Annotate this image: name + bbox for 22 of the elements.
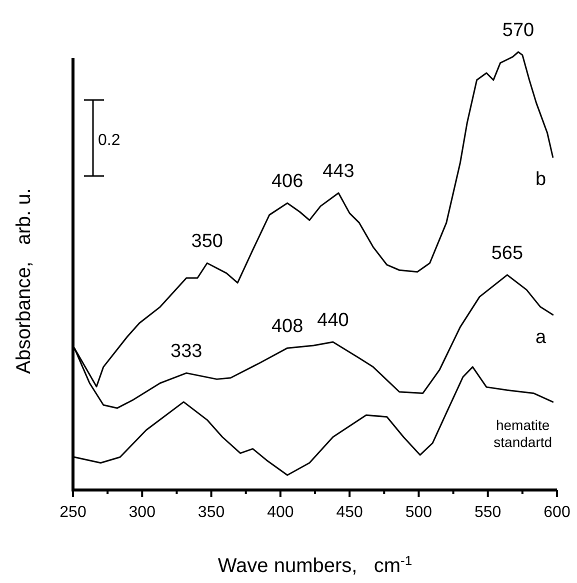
y-axis-title: Absorbance, arb. u. [13, 188, 35, 374]
annotation: 443 [322, 161, 354, 182]
x-tick-label: 350 [198, 504, 225, 521]
annotation: 0.2 [98, 132, 120, 149]
x-tick-label: 550 [474, 504, 502, 521]
annotation: 350 [191, 231, 223, 252]
series-label: b [536, 169, 546, 190]
annotation: 406 [271, 171, 304, 192]
x-tick-label: 400 [267, 504, 294, 521]
annotation: 565 [491, 242, 524, 264]
annotation: 440 [317, 310, 349, 331]
series-label: hematite standartd [494, 416, 552, 450]
annotation: 570 [502, 20, 534, 41]
x-tick-label: 450 [336, 504, 364, 521]
annotation: 333 [170, 341, 202, 362]
series-label: a [536, 326, 547, 348]
annotation: 408 [271, 316, 304, 338]
x-tick-label: 300 [128, 504, 156, 521]
x-tick-label: 250 [60, 504, 86, 521]
x-axis-title: Wave numbers, cm$^{-1}$ [218, 552, 412, 577]
x-tick-label: 500 [405, 504, 432, 521]
x-tick-label: 600 [544, 504, 570, 521]
